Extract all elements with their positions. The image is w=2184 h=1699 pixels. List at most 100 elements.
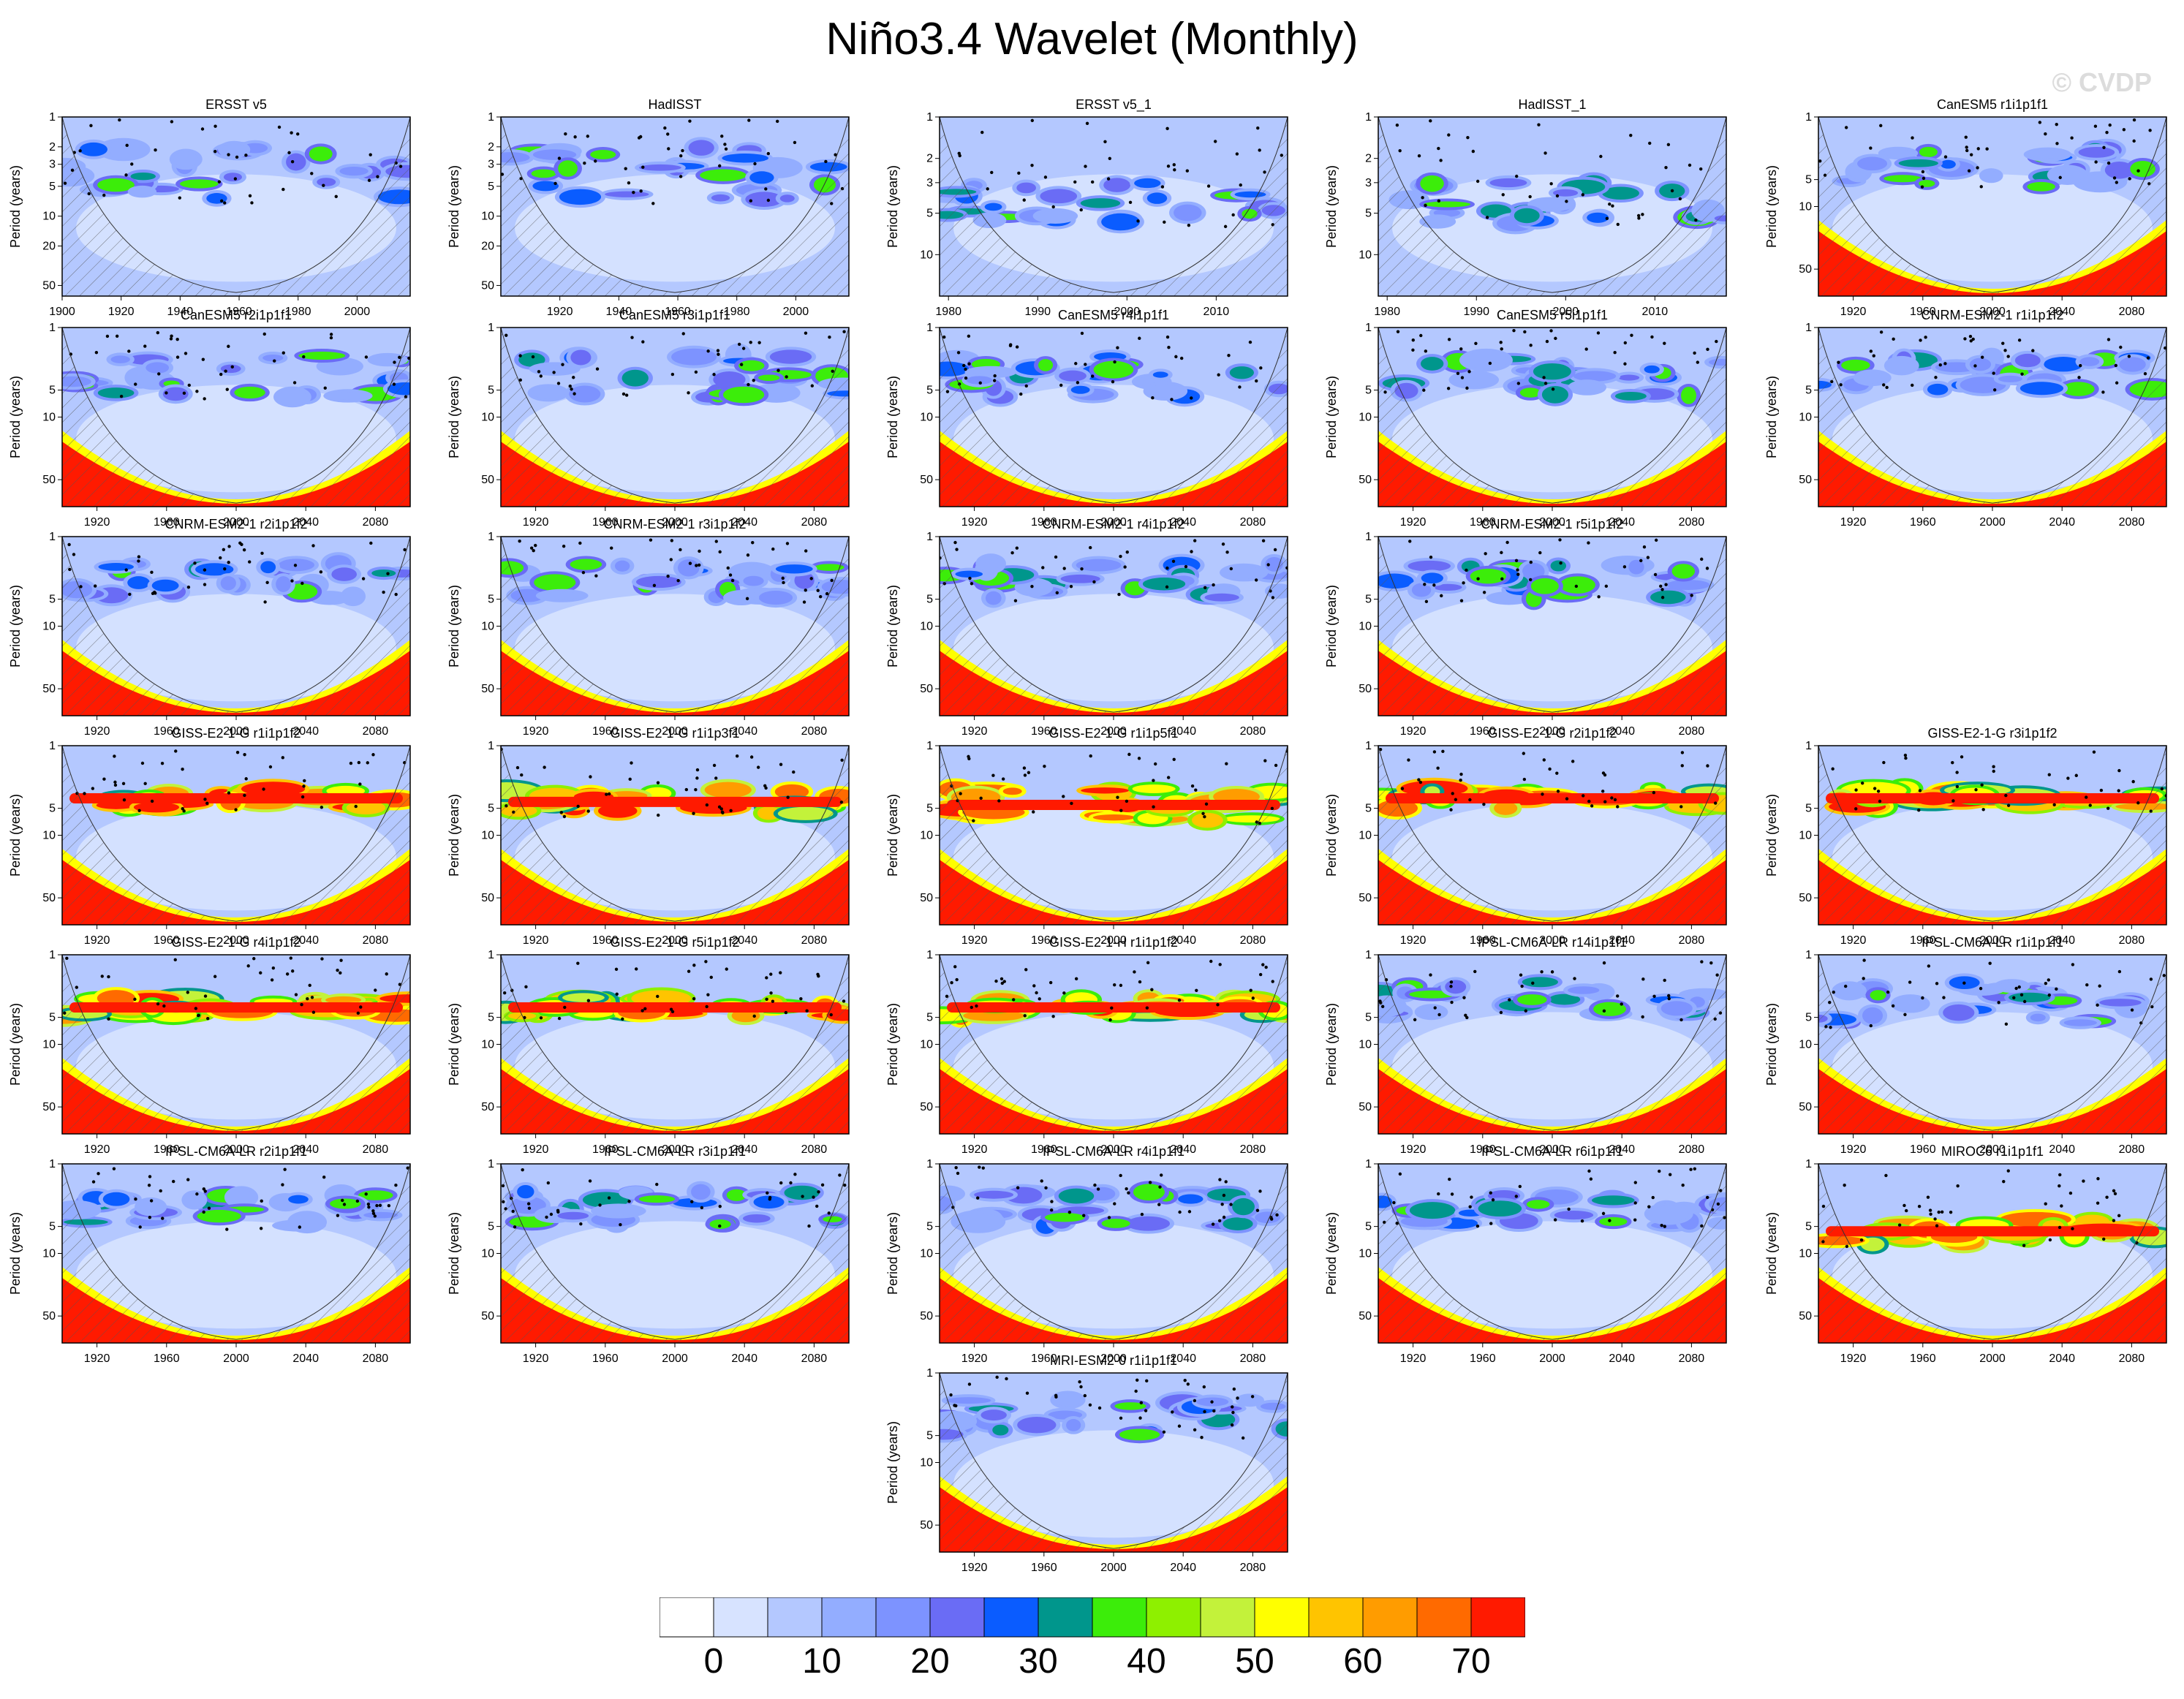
significance-dot (726, 566, 730, 570)
power-blob (1045, 1213, 1085, 1222)
wavelet-panel: ERSST v5 1 2 3 5 10 20 50 1900 1920 1940 1960 1980 20… (4, 97, 411, 330)
significance-dot (162, 1004, 166, 1008)
significance-dot (695, 768, 700, 772)
colorbar-swatch (659, 1597, 714, 1638)
significance-dot (752, 379, 755, 382)
significance-dot (518, 539, 521, 543)
y-tick-label: 5 (926, 594, 933, 606)
x-tick-label: 1920 (1840, 516, 1867, 529)
cone-of-influence-hatch (501, 537, 849, 716)
cone-of-influence (940, 117, 1288, 293)
significance-dot (2022, 1244, 2026, 1247)
significance-dot (2055, 987, 2058, 991)
significance-dot (1543, 151, 1547, 155)
power-blob (570, 349, 592, 366)
power-blob (945, 1397, 991, 1404)
significance-dot (1854, 788, 1858, 792)
significance-dot (375, 1203, 379, 1208)
y-axis-label: Period (years) (447, 165, 461, 248)
significance-dot (1528, 194, 1532, 199)
cone-of-influence (1818, 955, 2166, 1131)
significance-dot (1059, 383, 1063, 387)
significance-dot (2096, 1201, 2100, 1205)
significance-dot (1229, 567, 1233, 571)
x-tick-label: 2080 (2119, 1143, 2145, 1156)
significance-dot (962, 363, 966, 368)
significance-dot (182, 391, 186, 396)
significance-dot (605, 792, 608, 796)
significance-dot (296, 132, 300, 136)
cone-of-influence-hatch (501, 117, 849, 296)
significance-dot (133, 997, 137, 1002)
x-tick-label: 2000 (1100, 516, 1127, 529)
x-tick-label: 1920 (523, 1352, 549, 1365)
significance-dot (1074, 362, 1078, 366)
power-blob (180, 179, 219, 189)
significance-dot (2132, 118, 2136, 122)
x-tick-label: 2080 (1679, 1352, 1705, 1365)
significance-dot (1967, 169, 1971, 173)
y-axis-label: Period (years) (1764, 794, 1779, 877)
significance-dot (2038, 121, 2042, 124)
power-blob (276, 576, 291, 592)
significance-dot (1654, 538, 1658, 542)
power-blob (1517, 994, 1547, 1005)
power-blob (2019, 382, 2064, 396)
significance-dot (1172, 163, 1176, 167)
low-power-region (76, 1012, 396, 1120)
significance-dot (1543, 382, 1548, 385)
y-tick-label: 50 (481, 1101, 494, 1113)
x-tick-label: 1980 (724, 306, 750, 318)
x-tick-label: 1960 (592, 1143, 619, 1156)
y-tick-label: 50 (1359, 1310, 1372, 1323)
significance-dot (1466, 135, 1470, 140)
power-blob (722, 153, 768, 163)
significance-dot (1093, 1183, 1097, 1187)
significance-dot (2044, 132, 2047, 136)
significance-dot (1266, 563, 1270, 567)
significance-dot (2143, 371, 2147, 376)
significance-dot (656, 994, 660, 999)
significance-dot (220, 199, 224, 203)
significance-dot (234, 808, 238, 811)
significance-dot (1238, 385, 1242, 389)
significance-dot (955, 977, 959, 982)
x-tick-label: 1900 (49, 306, 75, 318)
significance-dot (1062, 567, 1066, 570)
significance-dot (561, 363, 564, 366)
y-tick-label: 5 (49, 803, 56, 815)
colorbar-swatches (659, 1597, 1526, 1638)
power-blob (1592, 1195, 1635, 1206)
significance-dot (165, 391, 168, 395)
significance-dot (219, 372, 223, 376)
power-blob (1919, 146, 1938, 157)
significance-dot (1203, 1409, 1206, 1414)
significance-dot (1587, 541, 1590, 545)
significance-dot (1177, 1424, 1182, 1428)
significance-dot (113, 754, 116, 758)
y-tick-label: 5 (488, 385, 494, 397)
significance-dot (1542, 376, 1546, 379)
significance-dot (1437, 1013, 1441, 1017)
significance-dot (607, 1196, 611, 1200)
power-blob (146, 362, 170, 374)
cone-of-influence-hatch (940, 1164, 1288, 1343)
power-blob (1418, 1007, 1444, 1018)
significance-dot (1862, 977, 1865, 980)
power-blob (974, 1190, 1013, 1199)
significance-dot (2115, 181, 2119, 184)
significance-dot (583, 162, 586, 165)
significance-dot (532, 548, 535, 553)
significance-dot (749, 341, 752, 344)
significance-dot (1123, 565, 1127, 569)
y-tick-label: 10 (1359, 249, 1372, 261)
significance-dot (1681, 1183, 1685, 1187)
significance-dot (1200, 1436, 1204, 1439)
x-tick-label: 1960 (592, 1352, 619, 1365)
power-band (508, 1002, 842, 1013)
significance-dot (1424, 349, 1428, 353)
x-tick-label: 2040 (731, 1352, 757, 1365)
significance-dot (1000, 981, 1004, 985)
